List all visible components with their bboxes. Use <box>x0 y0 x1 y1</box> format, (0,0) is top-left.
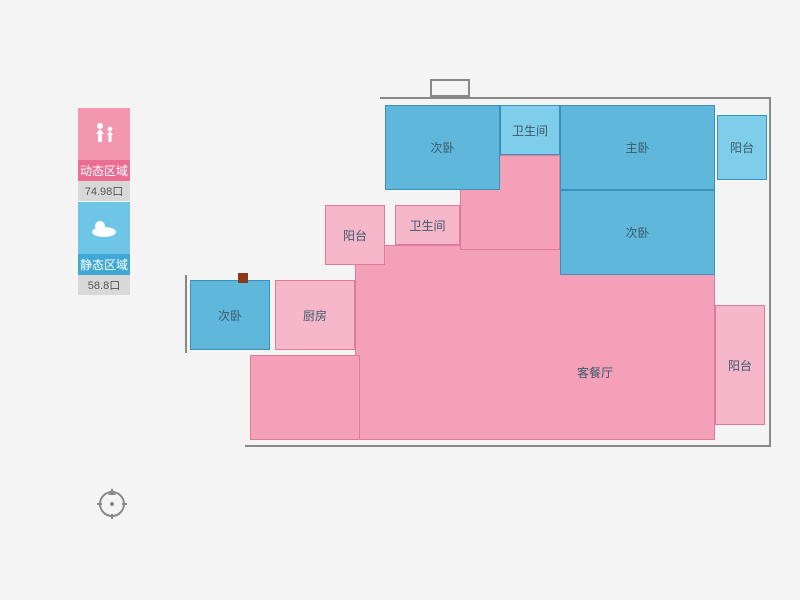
room-卫生间: 卫生间 <box>500 105 560 155</box>
room-次卧: 次卧 <box>560 190 715 275</box>
room-客餐厅-ext <box>250 355 360 440</box>
room-主卧: 主卧 <box>560 105 715 190</box>
room-label: 次卧 <box>625 224 649 241</box>
room-次卧: 次卧 <box>190 280 270 350</box>
pillow-icon <box>89 217 119 239</box>
room-label: 卫生间 <box>409 217 445 234</box>
legend-dynamic: 动态区域 74.98口 <box>78 108 130 201</box>
people-icon <box>90 120 118 148</box>
wall-notch <box>430 79 470 97</box>
legend-static-value: 58.8口 <box>78 275 130 295</box>
door-marker <box>238 273 248 283</box>
room-label: 阳台 <box>728 357 752 374</box>
compass-icon <box>95 485 129 524</box>
legend-static-label: 静态区域 <box>78 254 130 275</box>
room-label: 客餐厅 <box>577 364 613 381</box>
legend-static-icon-box <box>78 202 130 254</box>
room-阳台: 阳台 <box>325 205 385 265</box>
floorplan: 客餐厅次卧卫生间主卧阳台次卧卫生间阳台厨房次卧阳台 <box>190 75 770 475</box>
legend-dynamic-value: 74.98口 <box>78 181 130 201</box>
room-厨房: 厨房 <box>275 280 355 350</box>
legend-dynamic-icon-box <box>78 108 130 160</box>
legend-dynamic-label: 动态区域 <box>78 160 130 181</box>
room-label: 次卧 <box>218 307 242 324</box>
room-次卧: 次卧 <box>385 105 500 190</box>
legend-static: 静态区域 58.8口 <box>78 202 130 295</box>
room-label: 阳台 <box>730 139 754 156</box>
room-label: 主卧 <box>625 139 649 156</box>
room-label: 阳台 <box>343 227 367 244</box>
room-阳台: 阳台 <box>717 115 767 180</box>
room-label: 次卧 <box>430 139 454 156</box>
room-label: 厨房 <box>303 307 327 324</box>
room-label: 卫生间 <box>512 122 548 139</box>
room-阳台: 阳台 <box>715 305 765 425</box>
room-卫生间: 卫生间 <box>395 205 460 245</box>
